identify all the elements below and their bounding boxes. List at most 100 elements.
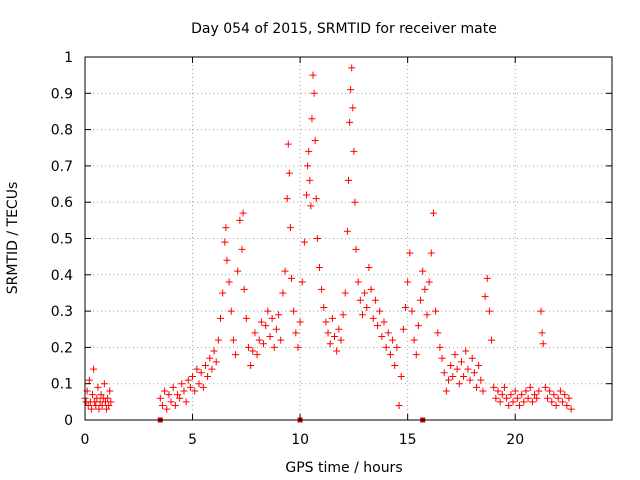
data-point — [324, 329, 332, 337]
data-point — [204, 372, 212, 380]
y-tick-label: 0.5 — [51, 232, 73, 248]
data-point — [333, 347, 341, 355]
data-point — [335, 325, 343, 333]
data-point — [361, 289, 369, 297]
data-point — [227, 307, 235, 315]
data-point — [240, 285, 248, 293]
data-point — [239, 209, 247, 217]
data-point — [561, 391, 569, 399]
data-point — [348, 64, 356, 72]
data-point — [354, 278, 362, 286]
data-point — [477, 376, 485, 384]
data-point — [399, 325, 407, 333]
data-point — [296, 318, 304, 326]
data-point — [341, 289, 349, 297]
data-point — [98, 401, 106, 409]
data-point — [453, 365, 461, 373]
data-point — [546, 387, 554, 395]
data-point — [255, 336, 263, 344]
y-tick-label: 0.4 — [51, 268, 73, 284]
data-point — [244, 343, 252, 351]
data-point — [490, 383, 498, 391]
data-point — [234, 267, 242, 275]
data-point — [427, 249, 435, 257]
data-point — [229, 336, 237, 344]
data-point — [106, 387, 114, 395]
data-point — [464, 365, 472, 373]
data-point — [92, 401, 100, 409]
data-point — [300, 238, 308, 246]
data-point — [89, 391, 97, 399]
data-point — [294, 343, 302, 351]
data-point — [178, 380, 186, 388]
data-point — [543, 394, 551, 402]
data-point — [284, 140, 292, 148]
data-point — [169, 383, 177, 391]
data-point — [498, 391, 506, 399]
data-point — [107, 398, 115, 406]
data-point — [103, 405, 111, 413]
data-point — [253, 351, 261, 359]
data-point — [367, 285, 375, 293]
y-tick-label: 0 — [64, 413, 73, 429]
data-point — [507, 391, 515, 399]
data-point — [475, 362, 483, 370]
data-point — [206, 354, 214, 362]
data-point — [163, 405, 171, 413]
y-tick-label: 0.9 — [51, 86, 73, 102]
data-point — [397, 372, 405, 380]
data-point — [410, 336, 418, 344]
data-point — [214, 336, 222, 344]
data-point — [554, 394, 562, 402]
data-point — [277, 336, 285, 344]
data-point — [447, 362, 455, 370]
data-point — [95, 405, 103, 413]
data-point — [462, 347, 470, 355]
data-point — [567, 405, 575, 413]
data-point — [516, 401, 524, 409]
data-point — [445, 376, 453, 384]
data-point — [481, 293, 489, 301]
data-point — [104, 394, 112, 402]
x-tick-labels: 0 5 10 15 20 — [81, 432, 525, 448]
x-axis-title: GPS time / hours — [285, 460, 402, 476]
y-tick-labels: 0 0.1 0.2 0.3 0.4 0.5 0.6 0.7 0.8 0.9 1 — [51, 50, 73, 429]
data-point — [337, 336, 345, 344]
data-point — [457, 358, 465, 366]
data-point — [556, 387, 564, 395]
data-point — [180, 387, 188, 395]
data-point — [304, 162, 312, 170]
data-point — [286, 224, 294, 232]
data-point — [182, 398, 190, 406]
data-point — [455, 380, 463, 388]
data-point — [303, 191, 311, 199]
data-point — [522, 387, 530, 395]
data-point — [238, 245, 246, 253]
data-point — [438, 354, 446, 362]
data-point — [496, 398, 504, 406]
data-point — [460, 372, 468, 380]
data-point — [356, 296, 364, 304]
data-point — [313, 235, 321, 242]
data-point — [429, 209, 437, 217]
data-point — [352, 245, 360, 253]
data-point — [275, 311, 283, 319]
data-point — [423, 311, 431, 319]
data-point — [505, 401, 513, 409]
data-point — [412, 351, 420, 359]
data-point — [472, 383, 480, 391]
data-point — [345, 176, 352, 184]
data-point — [312, 195, 320, 203]
grid-lines — [85, 57, 612, 420]
data-point — [306, 176, 314, 184]
data-point — [434, 329, 442, 337]
y-tick-label: 1 — [64, 50, 73, 66]
data-point — [389, 336, 397, 344]
data-point — [408, 307, 416, 315]
data-point — [479, 387, 487, 395]
data-point — [173, 391, 181, 399]
data-point — [167, 398, 175, 406]
data-point — [247, 362, 255, 370]
data-point — [378, 333, 386, 341]
data-point — [349, 104, 357, 112]
